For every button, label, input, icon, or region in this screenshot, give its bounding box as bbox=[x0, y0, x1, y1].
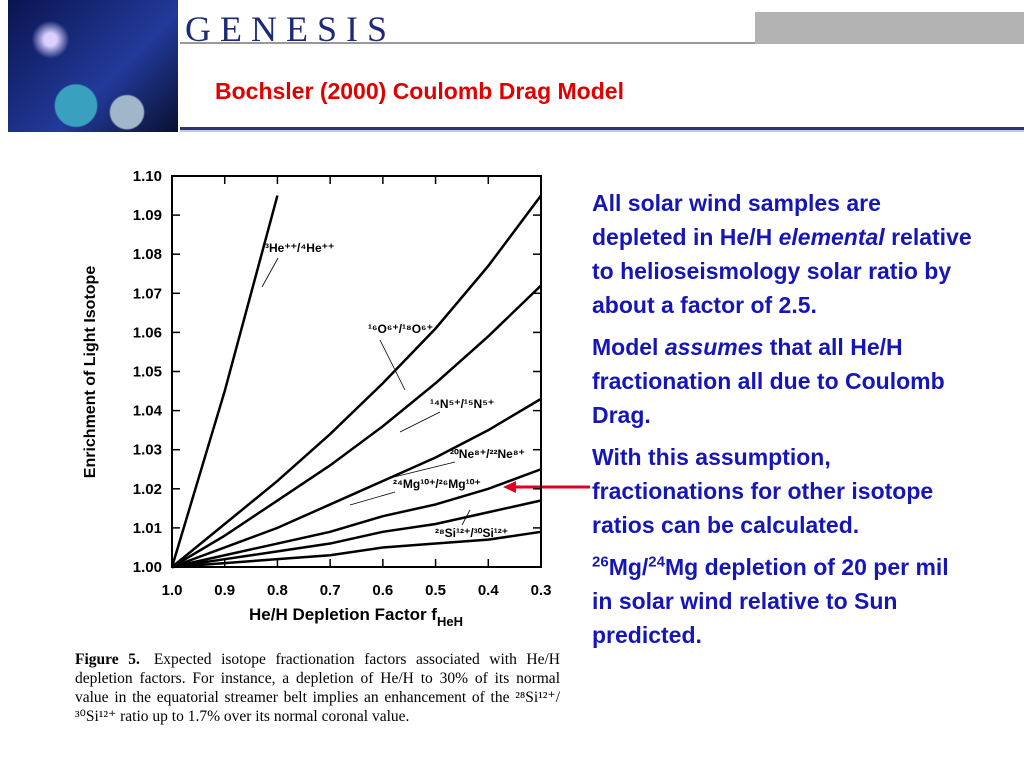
text-run: that all He/H fractionation all due to C… bbox=[592, 334, 945, 428]
slide-title: Bochsler (2000) Coulomb Drag Model bbox=[215, 78, 624, 104]
series-line bbox=[171, 468, 542, 569]
caption-text: Expected isotope fractionation factors a… bbox=[75, 651, 561, 725]
chart: Enrichment of Light Isotope He/H Depleti… bbox=[82, 168, 552, 629]
text-run: 26 bbox=[592, 553, 609, 571]
x-tick-label: 0.4 bbox=[478, 582, 500, 599]
y-tick-label: 1.00 bbox=[133, 559, 162, 576]
y-tick-label: 1.07 bbox=[133, 285, 162, 302]
caption-label: Figure 5. bbox=[75, 651, 140, 668]
y-tick-label: 1.10 bbox=[133, 168, 162, 185]
series-label: ²⁰Ne⁸⁺/²²Ne⁸⁺ bbox=[450, 447, 525, 461]
label-leader bbox=[389, 461, 456, 479]
y-tick-label: 1.03 bbox=[133, 442, 162, 459]
text-run: All solar wind samples are depleted in H… bbox=[592, 190, 881, 250]
label-leader bbox=[261, 257, 279, 288]
series-label: ¹⁴N⁵⁺/¹⁵N⁵⁺ bbox=[430, 397, 494, 411]
y-tick-label: 1.06 bbox=[133, 324, 162, 341]
y-tick-label: 1.09 bbox=[133, 207, 162, 224]
paragraph: With this assumption, fractionations for… bbox=[592, 440, 972, 542]
paragraph: 26Mg/24Mg depletion of 20 per mil in sol… bbox=[592, 550, 972, 652]
text-run: Mg depletion of 20 per mil in solar wind… bbox=[592, 554, 949, 648]
body-text: All solar wind samples are depleted in H… bbox=[592, 186, 972, 660]
y-tick-label: 1.05 bbox=[133, 364, 162, 381]
x-tick-label: 0.6 bbox=[372, 582, 393, 599]
label-leader bbox=[399, 411, 441, 433]
x-tick-label: 0.8 bbox=[267, 582, 288, 599]
x-axis-label-text: He/H Depletion Factor f bbox=[249, 605, 437, 624]
y-tick-label: 1.02 bbox=[133, 481, 162, 498]
series-label: ¹⁶O⁶⁺/¹⁸O⁶⁺ bbox=[368, 322, 433, 336]
x-tick-label: 1.0 bbox=[162, 582, 183, 599]
paragraph: Model assumes that all He/H fractionatio… bbox=[592, 330, 972, 432]
label-leader bbox=[379, 339, 406, 391]
y-tick-label: 1.04 bbox=[133, 403, 163, 420]
series-line bbox=[171, 194, 543, 568]
y-axis-label: Enrichment of Light Isotope bbox=[82, 266, 99, 479]
logo-image bbox=[8, 0, 178, 132]
series-line bbox=[171, 284, 542, 569]
series-line bbox=[171, 530, 542, 569]
label-leader bbox=[461, 509, 471, 526]
text-run: 24 bbox=[648, 553, 665, 571]
x-tick-label: 0.9 bbox=[214, 582, 235, 599]
y-tick-label: 1.01 bbox=[133, 520, 162, 537]
x-tick-label: 0.5 bbox=[425, 582, 446, 599]
series-line bbox=[171, 499, 542, 569]
series-line bbox=[170, 195, 279, 568]
text-run: relative to helioseismology solar ratio … bbox=[592, 224, 972, 318]
text-run: Mg/ bbox=[608, 554, 649, 580]
series-line bbox=[171, 397, 542, 569]
figure-caption: Figure 5. Expected isotope fractionation … bbox=[75, 650, 560, 726]
label-leader bbox=[349, 491, 396, 506]
x-tick-label: 0.7 bbox=[320, 582, 341, 599]
text-run: Model bbox=[592, 334, 665, 360]
series-label: ³He⁺⁺/⁴He⁺⁺ bbox=[265, 241, 334, 255]
paragraph: All solar wind samples are depleted in H… bbox=[592, 186, 972, 322]
y-tick-label: 1.08 bbox=[133, 246, 162, 263]
x-axis-label-subscript: HeH bbox=[437, 614, 463, 629]
plot-frame bbox=[171, 175, 542, 568]
series-label: ²⁴Mg¹⁰⁺/²⁶Mg¹⁰⁺ bbox=[393, 477, 481, 491]
text-run: With this assumption, fractionations for… bbox=[592, 444, 934, 538]
text-run: elemental bbox=[778, 224, 885, 250]
series-label: ²⁸Si¹²⁺/³⁰Si¹²⁺ bbox=[435, 526, 508, 540]
x-tick-label: 0.3 bbox=[531, 582, 552, 599]
x-axis-label: He/H Depletion Factor fHeH bbox=[249, 605, 463, 629]
text-run: assumes bbox=[664, 334, 764, 360]
